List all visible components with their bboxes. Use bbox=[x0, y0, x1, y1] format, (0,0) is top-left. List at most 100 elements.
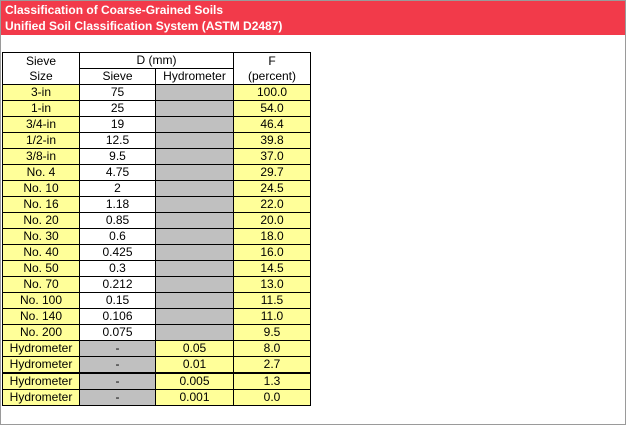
cell-f-percent[interactable]: 100.0 bbox=[233, 84, 311, 101]
cell-sieve-size[interactable]: Hydrometer bbox=[2, 340, 80, 357]
cell-hydrometer-d[interactable] bbox=[155, 308, 234, 325]
cell-sieve-d[interactable]: 0.6 bbox=[79, 228, 156, 245]
table-row: Hydrometer -0.01 2.7 bbox=[2, 356, 311, 374]
cell-sieve-size[interactable]: No. 20 bbox=[2, 212, 80, 229]
cell-f-percent[interactable]: 24.5 bbox=[233, 180, 311, 197]
cell-hydrometer-d[interactable] bbox=[155, 212, 234, 229]
cell-f-percent[interactable]: 2.7 bbox=[233, 356, 311, 374]
cell-hydrometer-d[interactable] bbox=[155, 148, 234, 165]
cell-f-percent[interactable]: 9.5 bbox=[233, 324, 311, 341]
cell-hydrometer-d[interactable] bbox=[155, 324, 234, 341]
header-sieve-size-line1: Sieve bbox=[25, 53, 57, 68]
cell-hydrometer-d[interactable]: 0.001 bbox=[155, 389, 234, 406]
cell-sieve-d[interactable]: - bbox=[79, 389, 156, 406]
cell-sieve-d[interactable]: 19 bbox=[79, 116, 156, 133]
title-banner: Classification of Coarse-Grained Soils U… bbox=[1, 1, 625, 35]
cell-hydrometer-d[interactable]: 0.01 bbox=[155, 356, 234, 374]
table-row: 3/8-in 9.5 37.0 bbox=[2, 148, 311, 165]
cell-f-percent[interactable]: 37.0 bbox=[233, 148, 311, 165]
cell-sieve-size[interactable]: No. 140 bbox=[2, 308, 80, 325]
cell-sieve-d[interactable]: 12.5 bbox=[79, 132, 156, 149]
cell-f-percent[interactable]: 14.5 bbox=[233, 260, 311, 277]
table-row: No. 30 0.6 18.0 bbox=[2, 228, 311, 245]
cell-sieve-size[interactable]: No. 4 bbox=[2, 164, 80, 181]
cell-sieve-size[interactable]: No. 100 bbox=[2, 292, 80, 309]
cell-sieve-size[interactable]: No. 200 bbox=[2, 324, 80, 341]
cell-sieve-size[interactable]: No. 40 bbox=[2, 244, 80, 261]
cell-hydrometer-d[interactable] bbox=[155, 100, 234, 117]
cell-sieve-d[interactable]: 0.075 bbox=[79, 324, 156, 341]
cell-hydrometer-d[interactable] bbox=[155, 292, 234, 309]
cell-hydrometer-d[interactable]: 0.05 bbox=[155, 340, 234, 357]
cell-f-percent[interactable]: 29.7 bbox=[233, 164, 311, 181]
cell-f-percent[interactable]: 11.5 bbox=[233, 292, 311, 309]
cell-hydrometer-d[interactable] bbox=[155, 196, 234, 213]
cell-sieve-d[interactable]: - bbox=[79, 356, 156, 374]
cell-sieve-d[interactable]: 75 bbox=[79, 84, 156, 101]
header-f-line1: F bbox=[268, 53, 276, 68]
cell-sieve-size[interactable]: Hydrometer bbox=[2, 389, 80, 406]
cell-sieve-d[interactable]: 25 bbox=[79, 100, 156, 117]
cell-sieve-d[interactable]: 0.106 bbox=[79, 308, 156, 325]
cell-hydrometer-d[interactable] bbox=[155, 132, 234, 149]
cell-hydrometer-d[interactable] bbox=[155, 180, 234, 197]
header-sieve-size-line2: Size bbox=[29, 68, 53, 83]
table-row: No. 40 0.425 16.0 bbox=[2, 244, 311, 261]
table-row: 3-in 75 100.0 bbox=[2, 84, 311, 101]
cell-sieve-size[interactable]: No. 16 bbox=[2, 196, 80, 213]
cell-hydrometer-d[interactable] bbox=[155, 228, 234, 245]
cell-sieve-d[interactable]: 0.3 bbox=[79, 260, 156, 277]
cell-sieve-size[interactable]: No. 50 bbox=[2, 260, 80, 277]
table-row: Hydrometer -0.005 1.3 bbox=[2, 372, 311, 390]
cell-sieve-d[interactable]: - bbox=[79, 340, 156, 357]
cell-f-percent[interactable]: 46.4 bbox=[233, 116, 311, 133]
cell-f-percent[interactable]: 22.0 bbox=[233, 196, 311, 213]
cell-sieve-d[interactable]: - bbox=[79, 372, 156, 390]
cell-hydrometer-d[interactable] bbox=[155, 164, 234, 181]
table-row: No. 70 0.212 13.0 bbox=[2, 276, 311, 293]
cell-sieve-d[interactable]: 9.5 bbox=[79, 148, 156, 165]
cell-sieve-size[interactable]: Hydrometer bbox=[2, 372, 80, 390]
cell-sieve-size[interactable]: 3/8-in bbox=[2, 148, 80, 165]
cell-hydrometer-d[interactable] bbox=[155, 260, 234, 277]
cell-f-percent[interactable]: 18.0 bbox=[233, 228, 311, 245]
header-hydrometer: Hydrometer bbox=[155, 68, 234, 85]
cell-f-percent[interactable]: 13.0 bbox=[233, 276, 311, 293]
cell-hydrometer-d[interactable] bbox=[155, 116, 234, 133]
cell-sieve-d[interactable]: 0.85 bbox=[79, 212, 156, 229]
cell-f-percent[interactable]: 11.0 bbox=[233, 308, 311, 325]
table-row: 1/2-in 12.5 39.8 bbox=[2, 132, 311, 149]
cell-sieve-d[interactable]: 2 bbox=[79, 180, 156, 197]
header-sieve: Sieve bbox=[79, 68, 156, 85]
cell-sieve-d[interactable]: 1.18 bbox=[79, 196, 156, 213]
cell-hydrometer-d[interactable] bbox=[155, 84, 234, 101]
cell-sieve-d[interactable]: 0.212 bbox=[79, 276, 156, 293]
cell-sieve-size[interactable]: 3-in bbox=[2, 84, 80, 101]
cell-f-percent[interactable]: 16.0 bbox=[233, 244, 311, 261]
header-f-line2: (percent) bbox=[247, 68, 297, 83]
title-line-1: Classification of Coarse-Grained Soils bbox=[5, 3, 224, 17]
cell-hydrometer-d[interactable] bbox=[155, 244, 234, 261]
cell-sieve-size[interactable]: No. 30 bbox=[2, 228, 80, 245]
cell-hydrometer-d[interactable] bbox=[155, 276, 234, 293]
header-f: F (percent) bbox=[233, 52, 311, 85]
cell-f-percent[interactable]: 1.3 bbox=[233, 372, 311, 390]
cell-f-percent[interactable]: 8.0 bbox=[233, 340, 311, 357]
cell-sieve-size[interactable]: No. 70 bbox=[2, 276, 80, 293]
cell-f-percent[interactable]: 39.8 bbox=[233, 132, 311, 149]
header-sieve-size: Sieve Size bbox=[2, 52, 80, 85]
cell-sieve-size[interactable]: 1-in bbox=[2, 100, 80, 117]
cell-f-percent[interactable]: 0.0 bbox=[233, 389, 311, 406]
header-row-1: Sieve Size D (mm) F (percent) bbox=[2, 52, 311, 85]
table-row: No. 4 4.75 29.7 bbox=[2, 164, 311, 181]
cell-hydrometer-d[interactable]: 0.005 bbox=[155, 372, 234, 390]
cell-f-percent[interactable]: 20.0 bbox=[233, 212, 311, 229]
cell-sieve-size[interactable]: No. 10 bbox=[2, 180, 80, 197]
cell-f-percent[interactable]: 54.0 bbox=[233, 100, 311, 117]
cell-sieve-size[interactable]: 1/2-in bbox=[2, 132, 80, 149]
cell-sieve-d[interactable]: 0.15 bbox=[79, 292, 156, 309]
cell-sieve-d[interactable]: 0.425 bbox=[79, 244, 156, 261]
cell-sieve-size[interactable]: 3/4-in bbox=[2, 116, 80, 133]
cell-sieve-size[interactable]: Hydrometer bbox=[2, 356, 80, 374]
cell-sieve-d[interactable]: 4.75 bbox=[79, 164, 156, 181]
